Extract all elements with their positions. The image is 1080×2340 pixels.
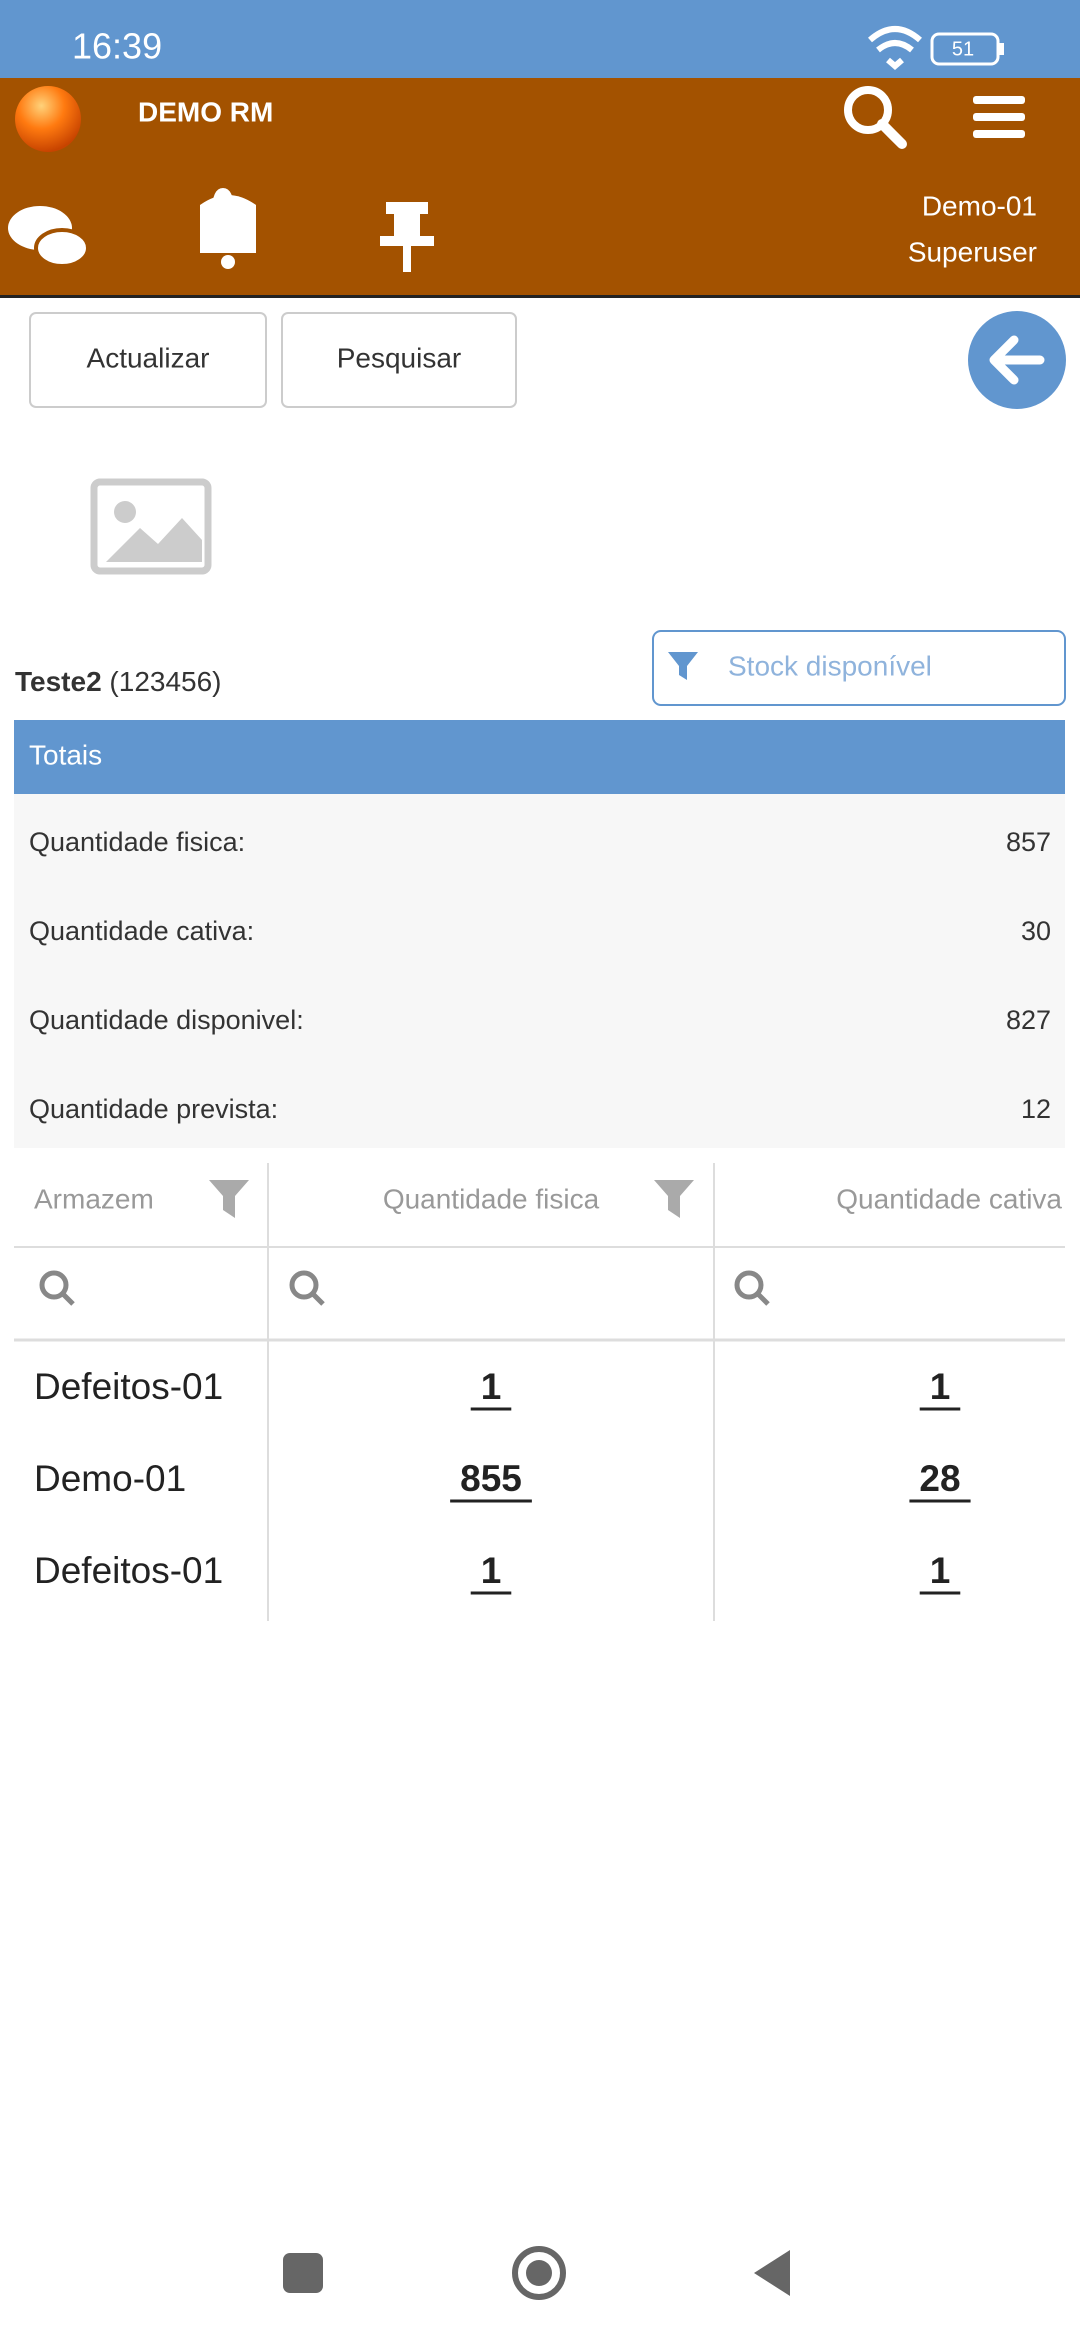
button-label: Actualizar [87,342,210,373]
warehouse-name: Defeitos-01 [34,1366,223,1407]
button-label: Pesquisar [337,342,462,373]
warehouse-name: Demo-01 [34,1458,186,1499]
battery-tip [999,43,1004,55]
product-title: Teste2 (123456) [15,666,222,697]
total-label: Quantidade cativa: [29,916,254,946]
column-search[interactable] [289,1270,325,1306]
menu-button[interactable] [973,96,1025,138]
quantity-link[interactable]: 1 [481,1366,502,1407]
column-header[interactable]: Quantidade fisica [383,1183,600,1214]
column-header[interactable]: Armazem [34,1183,154,1214]
total-value: 12 [1021,1094,1051,1124]
column-filter[interactable] [654,1180,694,1218]
recents-button[interactable] [283,2253,323,2293]
back-nav-button[interactable] [754,2250,790,2296]
column-search[interactable] [39,1270,75,1306]
search-button[interactable] [844,86,907,149]
stock-filter[interactable]: Stock disponível [652,630,1066,706]
quantity-link[interactable]: 855 [460,1458,522,1499]
app-name: DEMO RM [138,96,273,127]
column-header[interactable]: Quantidade cativa [836,1183,1062,1214]
totals-panel [14,794,1065,1148]
product-name: Teste2 [15,666,102,697]
app-logo[interactable] [15,86,81,152]
user-name: Demo-01 [922,190,1037,221]
totals-header [14,720,1065,794]
total-label: Quantidade disponivel: [29,1005,304,1035]
quantity-link[interactable]: 1 [930,1550,951,1591]
column-filter[interactable] [209,1180,249,1218]
total-value: 857 [1006,827,1051,857]
column-search[interactable] [734,1270,770,1306]
wifi-icon [868,26,922,70]
total-value: 827 [1006,1005,1051,1035]
pinned-button[interactable] [380,202,434,272]
table-header: Armazem Quantidade fisica Quantidade cat… [34,1180,1062,1218]
filter-label: Stock disponível [728,650,932,681]
search-page-button[interactable]: Pesquisar [281,312,517,408]
quantity-link[interactable]: 1 [930,1366,951,1407]
total-value: 30 [1021,916,1051,946]
totals-title: Totais [29,739,102,770]
image-placeholder [90,478,212,575]
warehouse-name: Defeitos-01 [34,1550,223,1591]
header-border [0,295,1080,298]
time: 16:39 [72,26,162,67]
total-label: Quantidade prevista: [29,1094,278,1124]
home-button[interactable] [512,2246,566,2300]
quantity-link[interactable]: 28 [919,1458,960,1499]
product-code: (123456) [109,666,221,697]
nav-bar [283,2246,790,2300]
back-button[interactable] [968,311,1066,409]
refresh-button[interactable]: Actualizar [29,312,267,408]
quantity-link[interactable]: 1 [481,1550,502,1591]
battery [930,32,1000,66]
notifications-button[interactable] [200,188,256,269]
chat-button[interactable] [8,206,90,268]
header [0,78,1080,296]
battery-level: 51 [952,38,974,60]
user-role: Superuser [908,236,1037,267]
total-label: Quantidade fisica: [29,827,245,857]
